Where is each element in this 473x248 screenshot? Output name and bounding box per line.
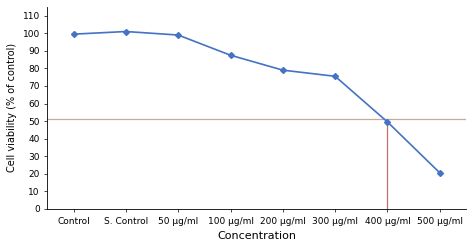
X-axis label: Concentration: Concentration xyxy=(217,231,296,241)
Y-axis label: Cell viability (% of control): Cell viability (% of control) xyxy=(7,43,17,172)
